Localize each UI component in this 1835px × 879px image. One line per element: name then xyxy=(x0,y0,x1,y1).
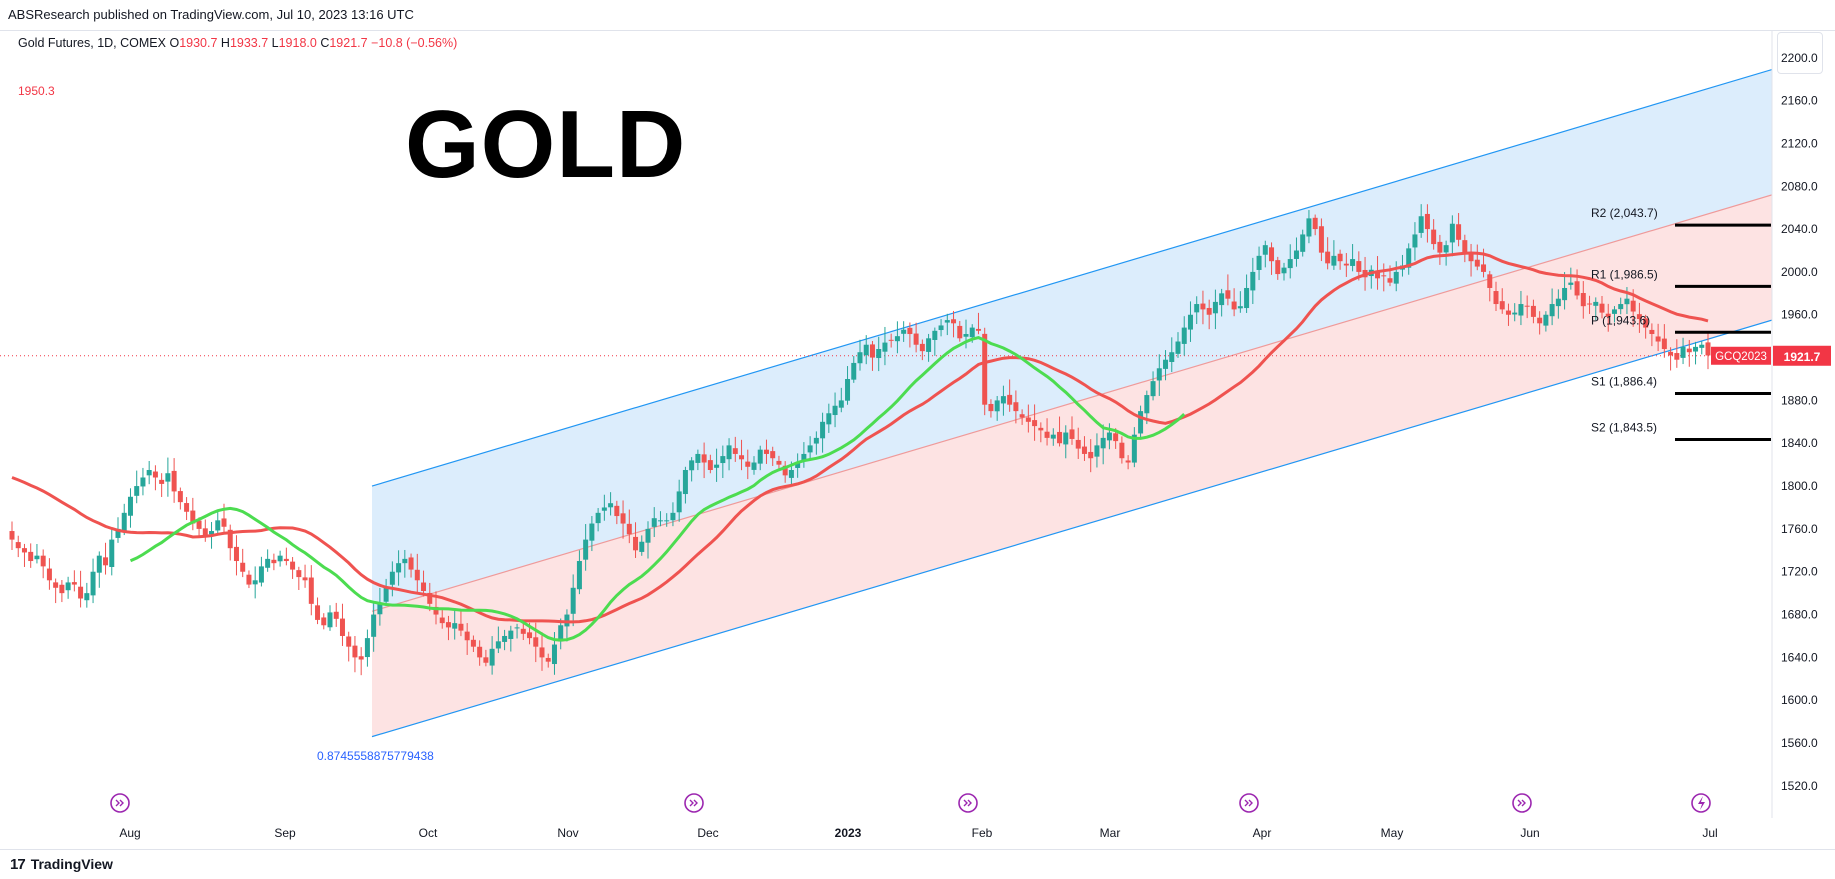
channel-slope-label: 0.8745558875779438 xyxy=(317,749,434,763)
chart-frame xyxy=(0,30,1835,850)
tradingview-logo-icon: 17 xyxy=(10,855,26,873)
close-label: C xyxy=(320,36,330,50)
footer: 17 TradingView xyxy=(10,852,113,876)
high-label: H xyxy=(220,36,230,50)
symbol-legend: Gold Futures, 1D, COMEX O1930.7 H1933.7 … xyxy=(18,36,457,50)
close-value: 1921.7 xyxy=(329,36,368,50)
settings-button[interactable] xyxy=(1777,32,1823,74)
open-label: O xyxy=(169,36,180,50)
low-label: L xyxy=(271,36,279,50)
chart-annotation-title: GOLD xyxy=(405,91,687,198)
high-value: 1933.7 xyxy=(229,36,269,50)
left-level-label: 1950.3 xyxy=(18,84,55,98)
publisher-line: ABSResearch published on TradingView.com… xyxy=(8,7,414,22)
change-value: −10.8 (−0.56%) xyxy=(371,36,458,50)
footer-brand[interactable]: TradingView xyxy=(30,856,113,872)
low-value: 1918.0 xyxy=(278,36,317,50)
open-value: 1930.7 xyxy=(179,36,218,50)
symbol-text[interactable]: Gold Futures, 1D, COMEX xyxy=(18,36,166,50)
